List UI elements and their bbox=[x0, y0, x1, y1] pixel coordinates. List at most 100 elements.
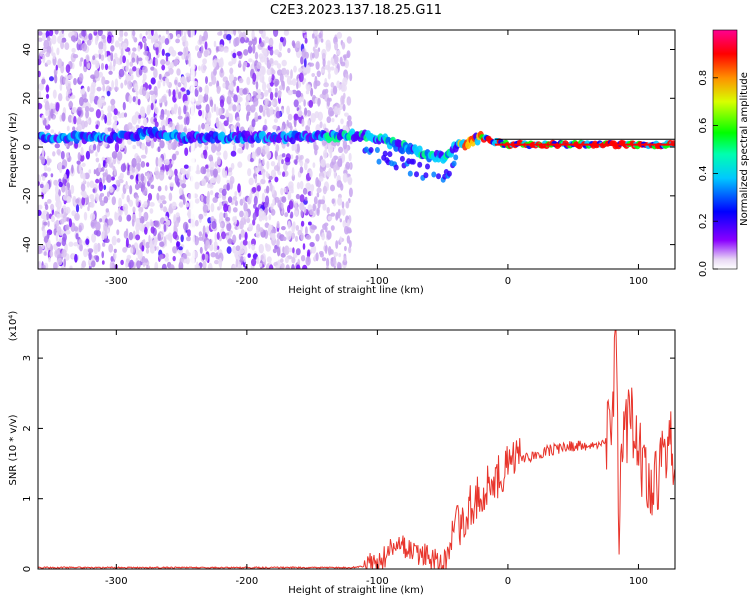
spectrogram-cell bbox=[38, 209, 42, 216]
spectrogram-cell bbox=[274, 80, 279, 87]
spectrogram-cell bbox=[171, 160, 175, 165]
spectrogram-cell bbox=[292, 247, 295, 254]
spectrogram-cell bbox=[153, 118, 157, 123]
spectrogram-cell bbox=[237, 161, 243, 168]
spectrogram-cell bbox=[127, 122, 133, 130]
spectrogram-cell bbox=[141, 245, 145, 252]
spectrogram-cell bbox=[212, 168, 218, 178]
spectrogram-cell bbox=[211, 143, 217, 154]
spectrogram-cell bbox=[259, 262, 262, 268]
spectrogram-cell bbox=[150, 184, 155, 189]
spectrogram-cell bbox=[286, 231, 292, 241]
spectrogram-cell bbox=[223, 30, 228, 35]
spectrogram-cell bbox=[313, 196, 318, 205]
spectrogram-cell bbox=[338, 253, 342, 258]
spectrogram-cell bbox=[337, 265, 342, 269]
spectrogram-cell bbox=[179, 201, 184, 208]
spectrogram-cell bbox=[333, 164, 337, 173]
spectrogram-cell bbox=[160, 119, 167, 129]
spectrogram-cell bbox=[118, 68, 125, 78]
spectrogram-cell bbox=[261, 192, 265, 203]
spectrogram-cell bbox=[93, 242, 99, 253]
spectrogram-cell bbox=[140, 154, 147, 159]
spectrogram-cell bbox=[295, 264, 301, 269]
spectrogram-cell bbox=[131, 115, 138, 125]
spectrogram-cell bbox=[317, 111, 323, 122]
spectrogram-cell bbox=[316, 187, 322, 193]
spectrogram-cell bbox=[326, 206, 330, 214]
spectrogram-cell bbox=[264, 243, 268, 249]
spectrogram-cell bbox=[301, 118, 305, 127]
spectrogram-cell bbox=[77, 123, 83, 132]
spectrogram-cell bbox=[80, 183, 86, 192]
spectrogram-cell bbox=[50, 215, 56, 223]
spectrogram-cell bbox=[169, 61, 175, 69]
spectrogram-cell bbox=[299, 97, 303, 102]
spectrogram-cell bbox=[127, 80, 132, 90]
spectrogram-cell bbox=[194, 198, 200, 204]
spectrogram-cell bbox=[266, 83, 271, 89]
spectrogram-cell bbox=[112, 165, 116, 171]
spectrogram-cell bbox=[38, 90, 42, 99]
spectrogram-cell bbox=[278, 41, 283, 52]
spectrogram-cell bbox=[302, 264, 308, 269]
spectrogram-gap bbox=[190, 30, 195, 269]
spectrogram-cell bbox=[327, 144, 334, 154]
spectrogram-cell bbox=[232, 52, 237, 59]
spectrogram-cell bbox=[305, 234, 312, 240]
spectrogram-cell bbox=[312, 162, 316, 169]
spectrogram-cell bbox=[255, 167, 260, 174]
spectrogram-cell bbox=[258, 30, 264, 34]
spectrogram-cell bbox=[164, 38, 170, 45]
colorbar-tick-label: 0.4 bbox=[698, 165, 709, 181]
spectrogram-cell bbox=[317, 97, 321, 107]
spectrogram-cell bbox=[205, 239, 211, 249]
spectrogram-cell bbox=[253, 195, 258, 206]
spectrogram-cell bbox=[277, 259, 281, 267]
spectrogram-cell bbox=[161, 64, 166, 71]
spectrogram-cell bbox=[266, 185, 270, 194]
spectrogram-cell bbox=[250, 63, 255, 71]
spectrogram-cell bbox=[332, 62, 335, 67]
spectrogram-cell bbox=[104, 114, 107, 124]
spectrogram-cell bbox=[110, 256, 114, 262]
spectrogram-cell bbox=[177, 51, 183, 56]
spectrogram-cell bbox=[92, 55, 96, 61]
snr-y-tick-label: 2 bbox=[22, 425, 33, 431]
spectrogram-cell bbox=[251, 30, 255, 40]
spectrogram-cell bbox=[238, 248, 245, 255]
spectrogram-cell bbox=[169, 163, 172, 169]
spectrogram-cell bbox=[103, 196, 109, 204]
spectrogram-cell bbox=[180, 87, 186, 92]
spectrogram-cell bbox=[298, 72, 304, 83]
spectrogram-cell bbox=[168, 192, 173, 202]
spectrogram-cell bbox=[155, 156, 159, 167]
snr-y-tick-label: 1 bbox=[22, 496, 33, 502]
spectrogram-cell bbox=[165, 30, 169, 35]
spectrogram-cell bbox=[157, 185, 162, 192]
spectrogram-cell bbox=[266, 160, 270, 170]
spectrogram-cell bbox=[320, 158, 327, 168]
spectrogram-cell bbox=[200, 45, 204, 54]
spectrogram-cell bbox=[252, 91, 257, 96]
spectrogram-cell bbox=[271, 74, 275, 81]
spectrogram-cell bbox=[168, 46, 174, 55]
spectrogram-cell bbox=[95, 60, 100, 69]
spectrogram-cell bbox=[53, 261, 58, 269]
spectrogram-cell bbox=[218, 44, 225, 52]
spectrogram-cell bbox=[103, 222, 108, 232]
spectrogram-cell bbox=[38, 103, 43, 110]
spectrogram-cell bbox=[54, 143, 60, 149]
spectrogram-cell bbox=[42, 32, 46, 42]
spectrogram-cell bbox=[40, 155, 46, 165]
spectrogram-cell bbox=[186, 236, 191, 242]
spectrogram-cell bbox=[304, 37, 308, 44]
spectrogram-cell bbox=[52, 89, 57, 99]
spectrogram-cell bbox=[208, 154, 214, 162]
spectrogram-cell bbox=[145, 241, 150, 249]
spectrogram-trace-cell bbox=[425, 163, 430, 170]
spectrogram-cell bbox=[214, 232, 217, 242]
spectrogram-cell bbox=[280, 252, 286, 258]
spectrogram-cell bbox=[137, 57, 143, 62]
spectrogram-cell bbox=[290, 211, 294, 219]
